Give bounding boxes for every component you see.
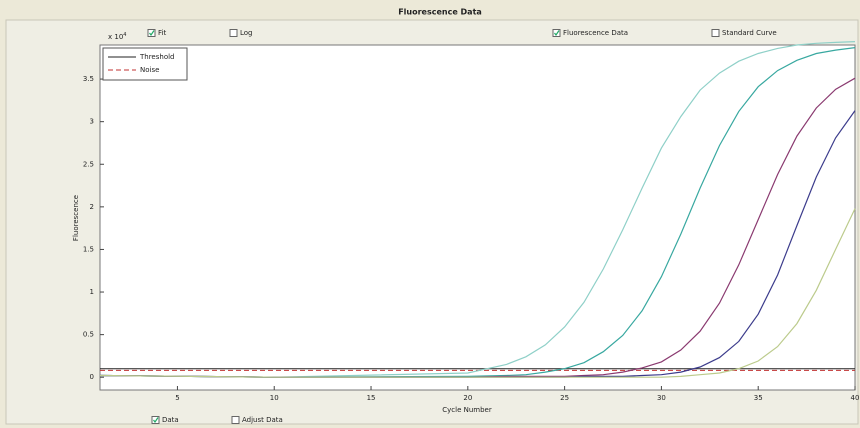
checkbox-label[interactable]: Fluorescence Data xyxy=(563,29,628,37)
chart-title: Fluorescence Data xyxy=(398,8,482,17)
y-tick-label: 1.5 xyxy=(83,245,94,253)
y-multiplier-exponent: 4 xyxy=(123,32,126,38)
y-tick-label: 2 xyxy=(90,203,94,211)
x-tick-label: 15 xyxy=(367,394,376,402)
y-multiplier-base: x 10 xyxy=(108,33,123,41)
plot-area xyxy=(99,44,856,391)
checkbox-label[interactable]: Standard Curve xyxy=(722,29,777,37)
checkbox-mark xyxy=(153,417,159,424)
legend-label: Noise xyxy=(140,66,159,74)
series-line xyxy=(99,208,856,378)
series-line xyxy=(99,41,856,378)
x-tick-label: 20 xyxy=(463,394,472,402)
y-tick-label: 0.5 xyxy=(83,331,94,339)
checkbox[interactable] xyxy=(229,29,238,37)
y-axis-label: Fluorescence xyxy=(72,195,80,241)
checkbox-mark xyxy=(554,30,560,37)
x-tick-label: 5 xyxy=(175,394,179,402)
checkbox[interactable] xyxy=(552,29,561,37)
y-tick-label: 3 xyxy=(90,118,94,126)
series-line xyxy=(99,47,856,378)
x-tick-label: 10 xyxy=(270,394,279,402)
checkbox[interactable] xyxy=(147,29,156,37)
y-tick-label: 2.5 xyxy=(83,160,94,168)
checkbox[interactable] xyxy=(711,29,720,37)
x-tick-label: 35 xyxy=(754,394,763,402)
checkbox[interactable] xyxy=(231,416,240,424)
checkbox[interactable] xyxy=(151,416,160,424)
y-multiplier: x 104 xyxy=(108,32,126,42)
checkbox-label[interactable]: Log xyxy=(240,29,253,37)
checkbox-label[interactable]: Adjust Data xyxy=(242,416,283,424)
legend xyxy=(102,47,188,81)
y-tick-label: 1 xyxy=(90,288,94,296)
checkbox-label[interactable]: Data xyxy=(162,416,179,424)
checkbox-mark xyxy=(149,30,155,37)
x-tick-label: 25 xyxy=(560,394,569,402)
legend-label: Threshold xyxy=(139,53,175,61)
series-line xyxy=(99,77,856,378)
x-axis-label: Cycle Number xyxy=(442,406,492,414)
x-tick-label: 30 xyxy=(657,394,666,402)
y-tick-label: 3.5 xyxy=(83,75,94,83)
checkbox-label[interactable]: Fit xyxy=(158,29,166,37)
y-tick-label: 0 xyxy=(90,373,94,381)
x-tick-label: 40 xyxy=(851,394,860,402)
